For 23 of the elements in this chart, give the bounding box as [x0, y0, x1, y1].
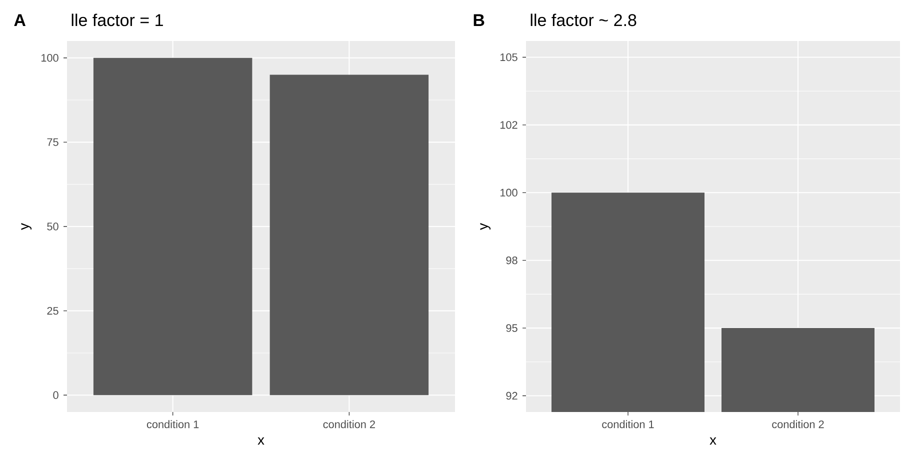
y-tick-label: 50 [47, 222, 58, 230]
y-tick-label: 0 [53, 391, 58, 399]
y-tick-label: 100 [41, 54, 58, 62]
x-axis-title: x [710, 437, 716, 445]
y-tick-label: 95 [506, 324, 518, 332]
y-tick-label: 98 [506, 256, 518, 264]
y-axis-title: y [21, 223, 32, 230]
y-tick-label: 25 [47, 306, 58, 315]
y-axis-title: y [480, 223, 491, 230]
x-tick-label: condition 2 [323, 420, 375, 428]
x-tick-label: condition 1 [602, 420, 654, 428]
x-tick-label: condition 2 [772, 420, 824, 428]
chart-title: lle factor = 1 [72, 14, 163, 26]
x-axis-title: x [258, 437, 264, 445]
y-tick-label: 105 [500, 53, 518, 62]
chart-title: lle factor ~ 2.8 [530, 14, 636, 26]
text: A [14, 14, 26, 26]
y-tick-label: 92 [506, 392, 518, 400]
y-tick-label: 75 [47, 138, 58, 146]
y-tick-label: 102 [500, 121, 518, 129]
y-tick-label: 100 [500, 188, 518, 196]
x-tick-label: condition 1 [146, 420, 199, 428]
text: B [474, 14, 484, 26]
